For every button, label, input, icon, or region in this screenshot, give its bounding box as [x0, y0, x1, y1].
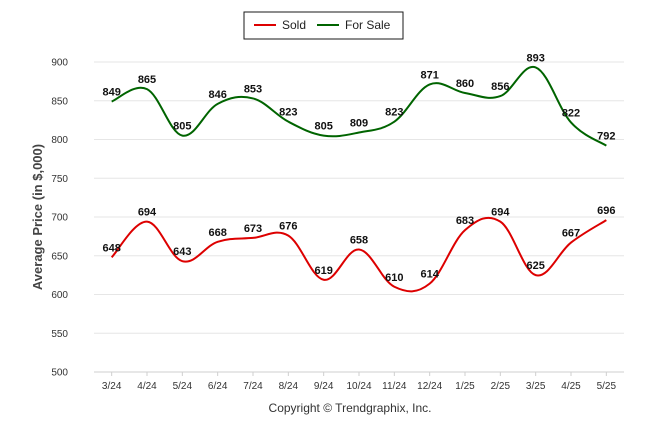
- x-tick-label: 5/24: [173, 381, 193, 392]
- x-tick-label: 12/24: [417, 381, 442, 392]
- x-tick-label: 7/24: [243, 381, 263, 392]
- data-label-for-sale: 853: [244, 83, 262, 95]
- data-label-sold: 658: [350, 235, 368, 247]
- x-tick-label: 8/24: [279, 381, 299, 392]
- data-label-sold: 668: [208, 227, 226, 239]
- series-line-sold[interactable]: [110, 216, 607, 293]
- y-tick-label: 750: [51, 174, 68, 185]
- y-tick-label: 800: [51, 135, 68, 146]
- data-label-for-sale: 865: [138, 74, 156, 86]
- data-label-for-sale: 860: [456, 78, 474, 90]
- x-tick-label: 3/24: [102, 381, 122, 392]
- data-label-for-sale: 846: [208, 89, 226, 101]
- x-tick-label: 5/25: [597, 381, 617, 392]
- y-tick-label: 650: [51, 251, 68, 262]
- data-label-sold: 614: [420, 269, 439, 281]
- copyright-text: Copyright © Trendgraphix, Inc.: [269, 401, 432, 415]
- y-axis-title: Average Price (in $,000): [30, 144, 45, 290]
- grid-lines: [94, 61, 624, 373]
- legend-for-sale-label[interactable]: For Sale: [345, 18, 391, 32]
- data-label-for-sale: 805: [173, 121, 191, 133]
- data-label-for-sale: 822: [562, 107, 580, 119]
- data-label-for-sale: 893: [526, 52, 544, 64]
- data-label-sold: 676: [279, 221, 297, 233]
- series-lines: [110, 66, 607, 293]
- y-tick-label: 700: [51, 213, 68, 224]
- data-label-sold: 667: [562, 228, 580, 240]
- data-label-for-sale: 823: [279, 107, 297, 119]
- x-tick-label: 9/24: [314, 381, 334, 392]
- x-axis-ticks: 3/24 4/24 5/24 6/24 7/24 8/24 9/24 10/24 11/24 12…: [102, 372, 617, 392]
- data-label-sold: 696: [597, 205, 615, 217]
- data-label-sold: 694: [491, 207, 510, 219]
- y-tick-label: 900: [51, 58, 68, 69]
- data-label-sold: 683: [456, 215, 474, 227]
- data-label-sold: 648: [102, 242, 120, 254]
- legend: Sold For Sale: [243, 11, 404, 40]
- data-label-sold: 619: [314, 265, 332, 277]
- data-label-for-sale: 805: [314, 121, 332, 133]
- y-tick-label: 600: [51, 290, 68, 301]
- x-tick-label: 10/24: [346, 381, 371, 392]
- data-labels: 648 694 643 668 673 676 619 658 610 614 683 694 625 6…: [102, 52, 615, 283]
- data-label-sold: 610: [385, 272, 403, 284]
- legend-sold-label[interactable]: Sold: [282, 18, 306, 32]
- y-tick-label: 500: [51, 368, 68, 379]
- x-tick-label: 6/24: [208, 381, 228, 392]
- x-tick-label: 1/25: [455, 381, 475, 392]
- x-tick-label: 4/25: [561, 381, 581, 392]
- data-label-for-sale: 809: [350, 118, 368, 130]
- data-label-for-sale: 792: [597, 131, 615, 143]
- x-tick-label: 4/24: [137, 381, 157, 392]
- x-tick-label: 2/25: [491, 381, 511, 392]
- data-label-sold: 625: [526, 260, 544, 272]
- x-tick-label: 11/24: [382, 381, 407, 392]
- data-label-sold: 643: [173, 246, 191, 258]
- data-label-sold: 694: [138, 207, 157, 219]
- y-tick-label: 550: [51, 329, 68, 340]
- y-tick-label: 850: [51, 96, 68, 107]
- y-axis-ticks: 500 550 600 650 700 750 800 850 900: [51, 58, 68, 379]
- data-label-for-sale: 823: [385, 107, 403, 119]
- data-label-for-sale: 849: [102, 87, 120, 99]
- series-line-for-sale[interactable]: [111, 66, 607, 147]
- x-tick-label: 3/25: [526, 381, 546, 392]
- data-label-sold: 673: [244, 223, 262, 235]
- data-label-for-sale: 871: [420, 69, 438, 81]
- data-label-for-sale: 856: [491, 81, 509, 93]
